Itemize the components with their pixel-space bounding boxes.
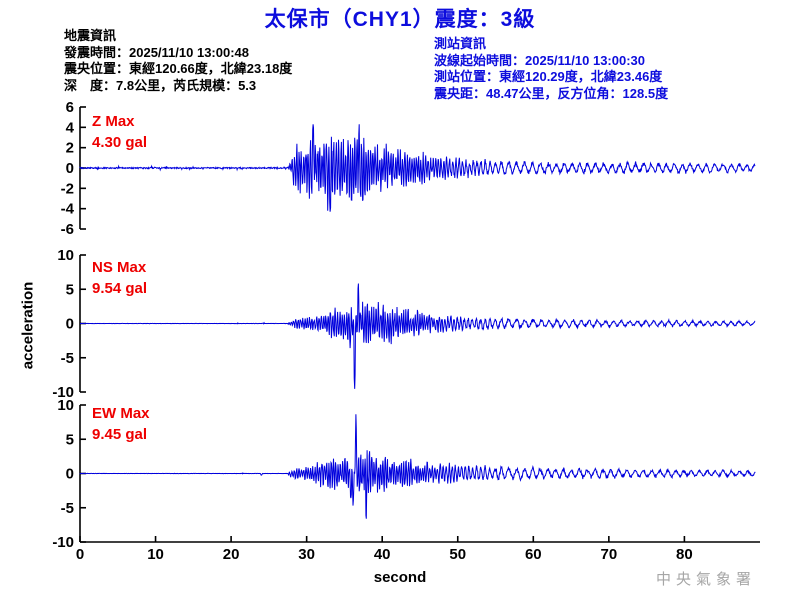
y-tick-label: -5 xyxy=(61,500,74,517)
ew-max-label: EW Max 9.45 gal xyxy=(92,403,150,445)
epicenter-location: 震央位置：東經120.66度，北緯23.18度 xyxy=(64,61,293,76)
waveform-ns xyxy=(80,283,756,389)
z-max-value: 4.30 gal xyxy=(92,134,148,151)
x-axis-label: second xyxy=(373,569,427,586)
epicentral-distance: 震央距：48.47公里，反方位角：128.5度 xyxy=(434,85,669,101)
x-tick-label: 70 xyxy=(601,546,618,563)
y-tick-label: 5 xyxy=(66,281,74,298)
ew-max-title: EW Max xyxy=(92,405,150,422)
y-axis-label: acceleration xyxy=(19,281,37,370)
x-tick-label: 10 xyxy=(147,546,164,563)
y-tick-label: -4 xyxy=(61,201,75,218)
y-tick-label: 5 xyxy=(66,431,74,448)
ns-max-label: NS Max 9.54 gal xyxy=(92,257,147,299)
y-tick-label: 2 xyxy=(66,140,74,157)
origin-time: 發震時間：2025/11/10 13:00:48 xyxy=(64,44,249,60)
x-tick-label: 30 xyxy=(298,546,315,563)
ns-max-title: NS Max xyxy=(92,259,147,276)
x-tick-label: 80 xyxy=(676,546,693,563)
station-location: 測站位置：東經120.29度，北緯23.46度 xyxy=(434,69,663,84)
ns-max-value: 9.54 gal xyxy=(92,280,148,297)
x-tick-label: 0 xyxy=(76,546,84,563)
y-tick-label: -2 xyxy=(61,180,74,197)
y-tick-label: -5 xyxy=(61,350,74,367)
y-tick-label: -10 xyxy=(52,384,74,401)
earthquake-info: 地震資訊 發震時間：2025/11/10 13:00:48 震央位置：東經120… xyxy=(64,28,292,94)
y-tick-label: 0 xyxy=(66,466,74,483)
y-tick-label: 0 xyxy=(66,160,74,177)
earthquake-info-heading: 地震資訊 xyxy=(64,28,117,43)
x-tick-label: 60 xyxy=(525,546,542,563)
waveform-z xyxy=(79,124,756,212)
y-tick-label: 0 xyxy=(66,316,74,333)
x-tick-label: 50 xyxy=(449,546,466,563)
page-title: 太保市（CHY1）震度：3級 xyxy=(264,8,536,31)
ew-max-value: 9.45 gal xyxy=(92,426,148,443)
waveform-ew xyxy=(79,414,756,519)
station-info: 測站資訊 波線起始時間：2025/11/10 13:00:30 測站位置：東經1… xyxy=(434,36,668,102)
agency-watermark: 中央氣象署 xyxy=(655,572,756,588)
y-tick-label: 6 xyxy=(66,99,74,116)
y-tick-label: -10 xyxy=(52,534,74,551)
y-tick-label: -6 xyxy=(61,221,74,238)
wave-start-time: 波線起始時間：2025/11/10 13:00:30 xyxy=(434,52,645,68)
z-max-title: Z Max xyxy=(92,113,135,130)
y-tick-label: 10 xyxy=(57,247,74,264)
station-info-heading: 測站資訊 xyxy=(434,36,487,51)
y-tick-label: 4 xyxy=(66,119,75,136)
depth-magnitude: 深 度：7.8公里，芮氏規模：5.3 xyxy=(64,77,257,93)
x-tick-label: 20 xyxy=(223,546,240,563)
x-tick-label: 40 xyxy=(374,546,391,563)
y-tick-label: 10 xyxy=(57,397,74,414)
z-max-label: Z Max 4.30 gal xyxy=(92,111,147,153)
